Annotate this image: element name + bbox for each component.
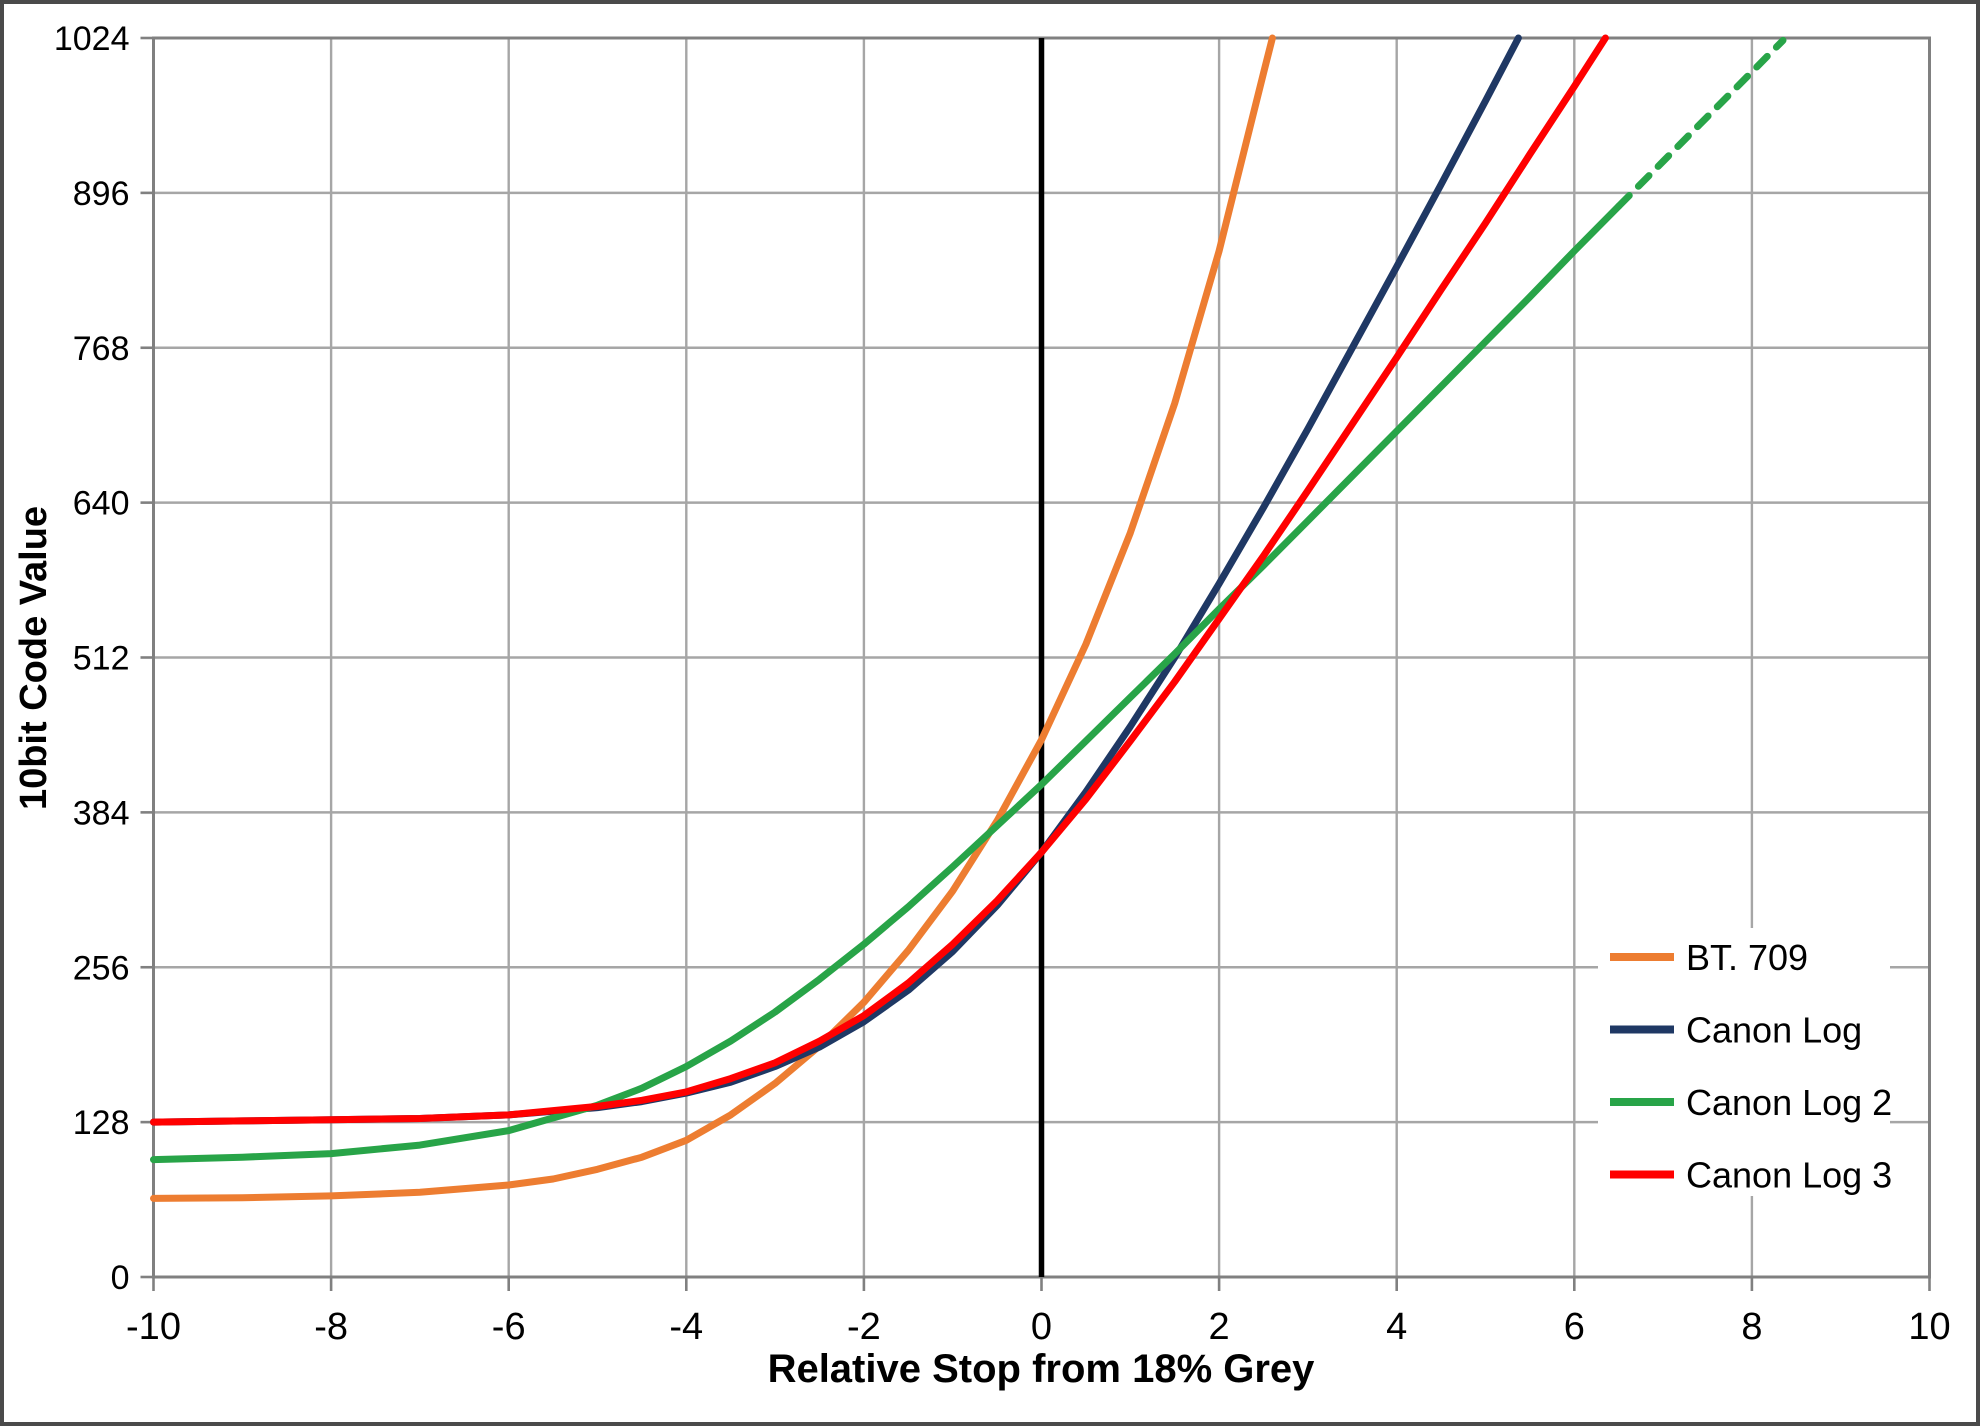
y-tick-label: 512 bbox=[73, 640, 130, 678]
y-tick-label: 1024 bbox=[54, 20, 130, 58]
x-tick-label: -6 bbox=[492, 1306, 526, 1348]
y-axis-title: 10bit Code Value bbox=[13, 506, 55, 810]
x-tick-label: 0 bbox=[1031, 1306, 1052, 1348]
x-tick-label: -8 bbox=[314, 1306, 348, 1348]
x-tick-label: 8 bbox=[1741, 1306, 1762, 1348]
y-tick-label: 128 bbox=[73, 1104, 130, 1142]
x-tick-label: 4 bbox=[1386, 1306, 1407, 1348]
x-tick-label: 10 bbox=[1908, 1306, 1950, 1348]
x-tick-label: -2 bbox=[847, 1306, 881, 1348]
x-axis-title: Relative Stop from 18% Grey bbox=[768, 1347, 1316, 1391]
x-tick-label: 2 bbox=[1209, 1306, 1230, 1348]
y-tick-label: 384 bbox=[73, 794, 130, 832]
y-tick-label: 256 bbox=[73, 949, 130, 987]
legend-label: Canon Log 3 bbox=[1686, 1155, 1892, 1196]
x-tick-label: 6 bbox=[1564, 1306, 1585, 1348]
legend-label: Canon Log 2 bbox=[1686, 1082, 1892, 1123]
y-tick-label: 896 bbox=[73, 175, 130, 213]
y-tick-label: 768 bbox=[73, 330, 130, 368]
legend-label: Canon Log bbox=[1686, 1010, 1862, 1051]
y-tick-label: 640 bbox=[73, 485, 130, 523]
series-line-canon-log-2-dashed bbox=[1615, 36, 1787, 210]
series-line-canon-log-2 bbox=[150, 202, 1623, 1164]
x-tick-label: -4 bbox=[669, 1306, 703, 1348]
y-tick-label: 0 bbox=[111, 1259, 130, 1297]
legend-background bbox=[1598, 928, 1890, 1196]
series-line-canon-log-3 bbox=[150, 34, 1609, 1126]
legend-label: BT. 709 bbox=[1686, 937, 1808, 978]
x-tick-label: -10 bbox=[126, 1306, 181, 1348]
